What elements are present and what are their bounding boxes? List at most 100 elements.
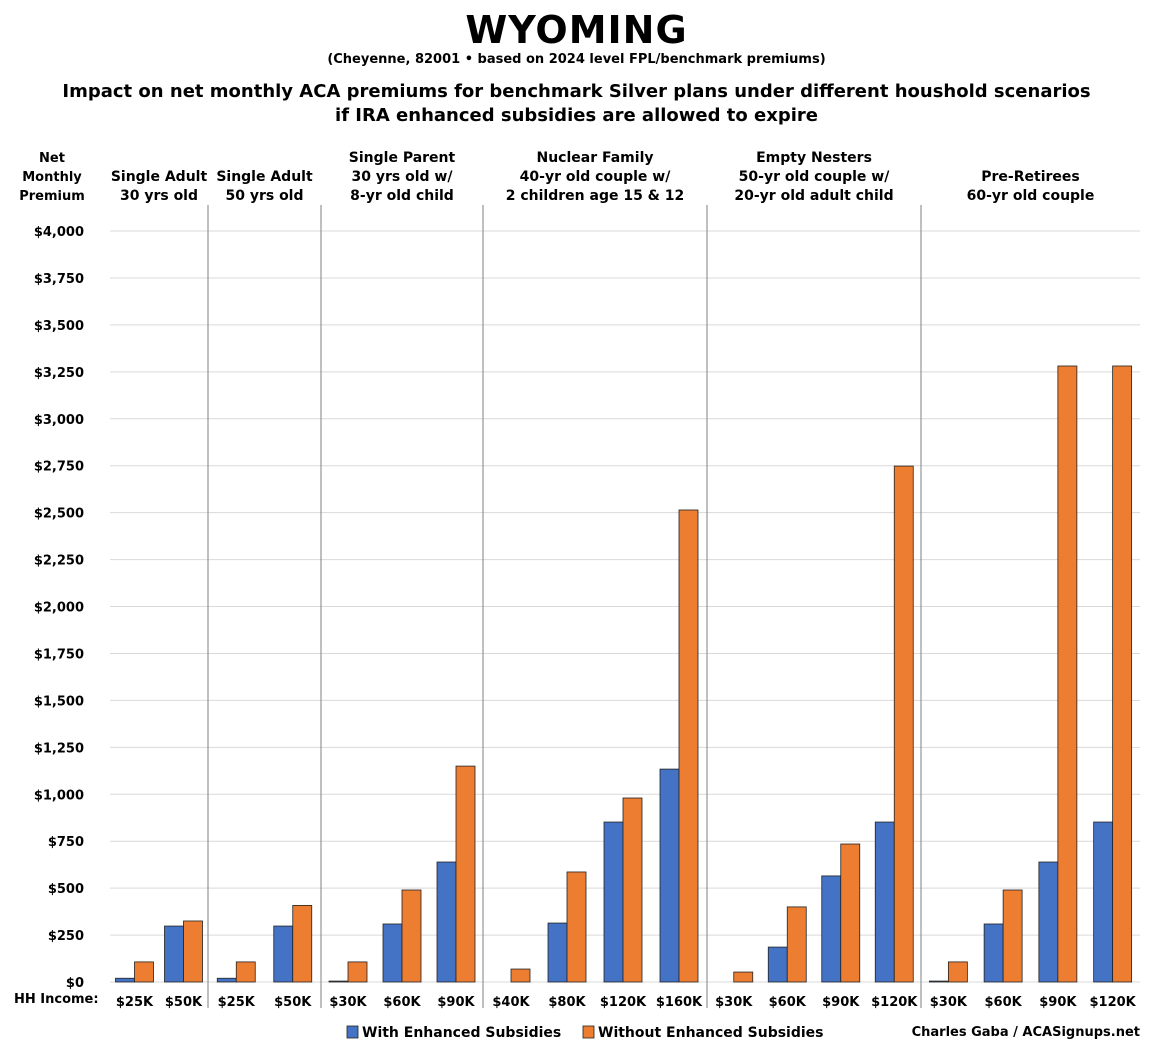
- y-axis-label: Net: [39, 151, 65, 166]
- bar-without-subsidies: [840, 843, 861, 983]
- legend-swatch-without: [582, 1025, 595, 1039]
- bar-without-subsidies: [947, 961, 968, 983]
- bar-without-subsidies: [1112, 365, 1133, 983]
- bar-without-subsidies: [678, 509, 699, 983]
- bar-with-subsidies: [821, 875, 842, 983]
- y-tick-label: $1,000: [34, 788, 84, 803]
- x-tick-label: $160K: [656, 995, 703, 1010]
- bar-with-subsidies: [216, 977, 237, 983]
- legend-label-with: With Enhanced Subsidies: [362, 1025, 561, 1041]
- y-tick-label: $1,500: [34, 694, 84, 709]
- bar-with-subsidies: [767, 946, 788, 983]
- bar-with-subsidies: [273, 925, 294, 983]
- group-label: 30 yrs old w/: [352, 169, 454, 185]
- y-tick-label: $250: [48, 929, 84, 944]
- y-tick-label: $1,250: [34, 741, 84, 756]
- bar-without-subsidies: [235, 961, 256, 983]
- bar-without-subsidies: [347, 961, 368, 983]
- x-tick-label: $90K: [1039, 995, 1077, 1010]
- bar-with-subsidies: [436, 861, 457, 983]
- bar-without-subsidies: [510, 968, 531, 983]
- group-label: 50-yr old couple w/: [739, 169, 891, 185]
- description-line-2: if IRA enhanced subsidies are allowed to…: [335, 105, 818, 126]
- legend-label-without: Without Enhanced Subsidies: [598, 1025, 824, 1041]
- bar-without-subsidies: [183, 920, 203, 983]
- chart-description: Impact on net monthly ACA premiums for b…: [0, 80, 1153, 128]
- y-tick-label: $3,250: [34, 366, 84, 381]
- group-label: 8-yr old child: [350, 188, 454, 204]
- legend-swatch-with: [346, 1025, 359, 1039]
- y-tick-label: $0: [66, 976, 84, 991]
- y-tick-label: $4,000: [34, 225, 84, 240]
- y-tick-label: $750: [48, 835, 84, 850]
- y-tick-label: $1,750: [34, 647, 84, 662]
- bar-without-subsidies: [134, 961, 154, 983]
- bar-with-subsidies: [659, 768, 680, 983]
- x-tick-label: $60K: [985, 995, 1023, 1010]
- x-tick-label: $50K: [274, 995, 312, 1010]
- x-tick-label: $25K: [116, 995, 154, 1010]
- bar-without-subsidies: [455, 765, 476, 983]
- y-tick-label: $3,750: [34, 272, 84, 287]
- x-tick-label: $120K: [871, 995, 918, 1010]
- x-tick-label: $30K: [329, 995, 367, 1010]
- chart-title: WYOMING: [465, 8, 688, 52]
- bar-with-subsidies: [1093, 821, 1114, 983]
- description-line-1: Impact on net monthly ACA premiums for b…: [62, 81, 1091, 102]
- bar-with-subsidies: [547, 922, 568, 983]
- y-tick-label: $2,250: [34, 554, 84, 569]
- bar-with-subsidies: [603, 821, 624, 983]
- y-tick-label: $3,500: [34, 319, 84, 334]
- bar-with-subsidies: [1038, 861, 1059, 983]
- group-label: 2 children age 15 & 12: [506, 188, 685, 204]
- group-label: 60-yr old couple: [967, 188, 1095, 204]
- x-tick-label: $120K: [600, 995, 647, 1010]
- x-tick-label: $40K: [492, 995, 530, 1010]
- x-tick-label: $30K: [930, 995, 968, 1010]
- group-label: Single Adult: [216, 169, 313, 185]
- x-tick-label: $25K: [218, 995, 256, 1010]
- bar-without-subsidies: [292, 904, 313, 983]
- y-tick-label: $2,500: [34, 507, 84, 522]
- x-tick-label: $60K: [383, 995, 421, 1010]
- bar-with-subsidies: [983, 923, 1004, 983]
- x-tick-label: $90K: [822, 995, 860, 1010]
- y-tick-label: $3,000: [34, 413, 84, 428]
- y-axis-label: Monthly: [22, 170, 82, 185]
- bar-with-subsidies: [115, 977, 135, 983]
- bar-with-subsidies: [328, 980, 349, 983]
- x-tick-label: $60K: [769, 995, 807, 1010]
- group-label: Nuclear Family: [536, 150, 653, 166]
- bar-without-subsidies: [1002, 889, 1023, 983]
- bar-with-subsidies: [382, 923, 403, 983]
- y-tick-label: $2,000: [34, 601, 84, 616]
- bar-without-subsidies: [786, 906, 807, 983]
- x-axis-label: HH Income:: [14, 992, 99, 1007]
- group-label: Single Adult: [111, 169, 208, 185]
- group-label: 50 yrs old: [225, 188, 303, 204]
- x-tick-label: $50K: [165, 995, 203, 1010]
- x-tick-label: $120K: [1089, 995, 1136, 1010]
- bar-without-subsidies: [566, 871, 587, 983]
- bar-with-subsidies: [874, 821, 895, 983]
- x-tick-label: $90K: [437, 995, 475, 1010]
- y-tick-label: $500: [48, 882, 84, 897]
- group-label: Empty Nesters: [756, 150, 872, 166]
- y-axis-label: Premium: [19, 189, 85, 204]
- chart-subtitle: (Cheyenne, 82001 • based on 2024 level F…: [327, 52, 826, 67]
- bar-without-subsidies: [733, 971, 754, 983]
- group-label: 30 yrs old: [120, 188, 198, 204]
- bar-without-subsidies: [622, 797, 643, 983]
- bar-with-subsidies: [928, 980, 949, 983]
- bar-without-subsidies: [1057, 365, 1078, 983]
- credit: Charles Gaba / ACASignups.net: [912, 1025, 1140, 1040]
- y-tick-label: $2,750: [34, 460, 84, 475]
- x-tick-label: $30K: [715, 995, 753, 1010]
- group-label: 40-yr old couple w/: [520, 169, 672, 185]
- x-tick-label: $80K: [548, 995, 586, 1010]
- group-label: Pre-Retirees: [981, 169, 1079, 185]
- bar-with-subsidies: [164, 925, 184, 983]
- group-label: Single Parent: [349, 150, 456, 166]
- bar-without-subsidies: [893, 465, 914, 983]
